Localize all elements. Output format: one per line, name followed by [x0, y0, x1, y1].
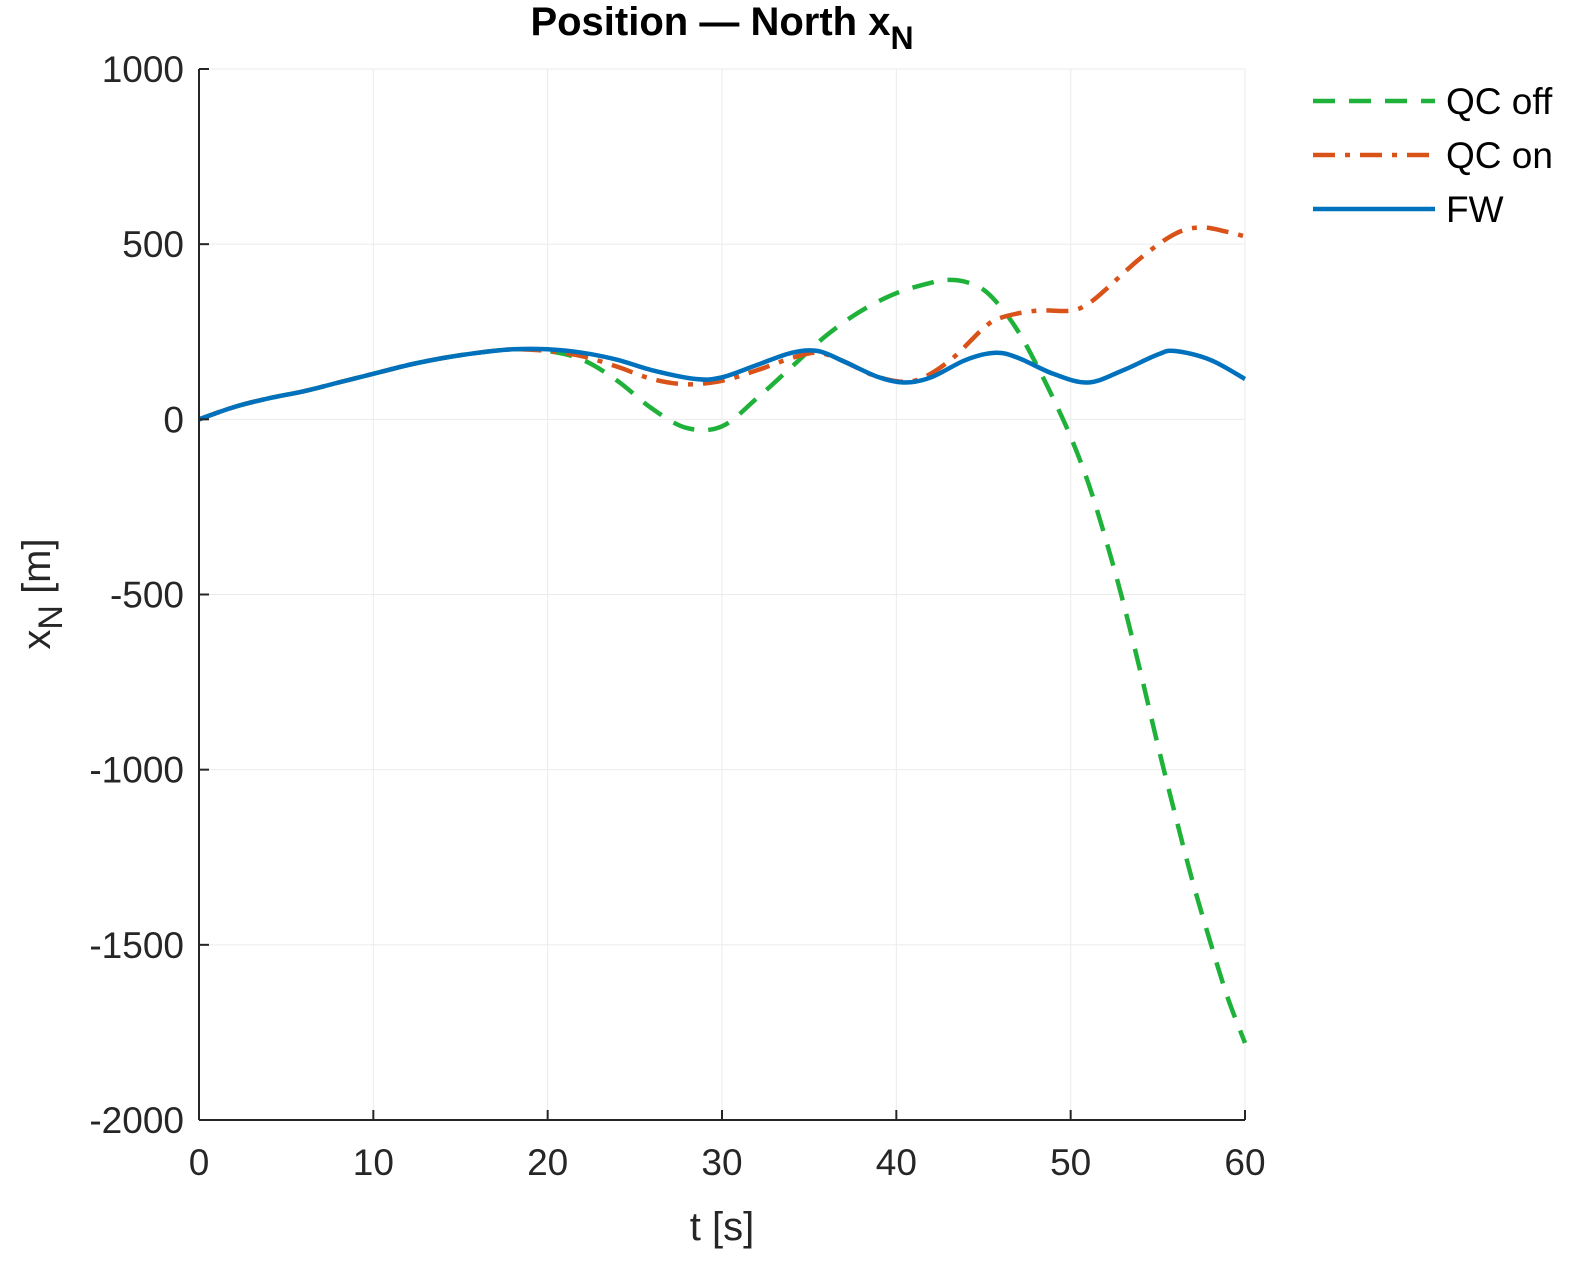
y-tick-label: 0	[163, 399, 184, 440]
y-tick-label: -500	[110, 575, 184, 616]
x-axis-label: t [s]	[690, 1205, 754, 1249]
series-layer	[198, 225, 1248, 1044]
chart-title-main: Position — North x	[530, 0, 890, 44]
y-axis-label-main: x	[15, 630, 59, 650]
y-tick-label: -1000	[89, 750, 184, 791]
y-tick-label: -2000	[89, 1100, 184, 1141]
legend-label-fw: FW	[1446, 189, 1504, 230]
y-tick-label: -1500	[89, 925, 184, 966]
y-tick-label: 1000	[102, 49, 184, 90]
x-tick-label: 40	[876, 1142, 917, 1183]
x-tick-label: 30	[701, 1142, 742, 1183]
series-line-fw	[198, 346, 1247, 422]
ticks: 0 10 20 30 40 50 60 -2000 -1500 -1000 -500 0 500 1000	[89, 49, 1265, 1183]
x-tick-label: 0	[189, 1142, 210, 1183]
y-tick-label: 500	[122, 224, 184, 265]
y-axis-label-unit: [m]	[15, 538, 59, 605]
y-axis-label-subscript: N	[32, 605, 70, 630]
chart-title: Position — North xN	[530, 0, 913, 56]
x-tick-label: 60	[1224, 1142, 1265, 1183]
x-tick-label: 20	[527, 1142, 568, 1183]
legend-label-qc-on: QC on	[1446, 135, 1553, 176]
legend-label-qc-off: QC off	[1446, 81, 1553, 122]
chart-title-subscript: N	[890, 20, 913, 56]
legend: QC off QC on FW	[1313, 81, 1553, 230]
y-axis-label: xN [m]	[15, 538, 70, 649]
x-tick-label: 10	[353, 1142, 394, 1183]
x-tick-label: 50	[1050, 1142, 1091, 1183]
